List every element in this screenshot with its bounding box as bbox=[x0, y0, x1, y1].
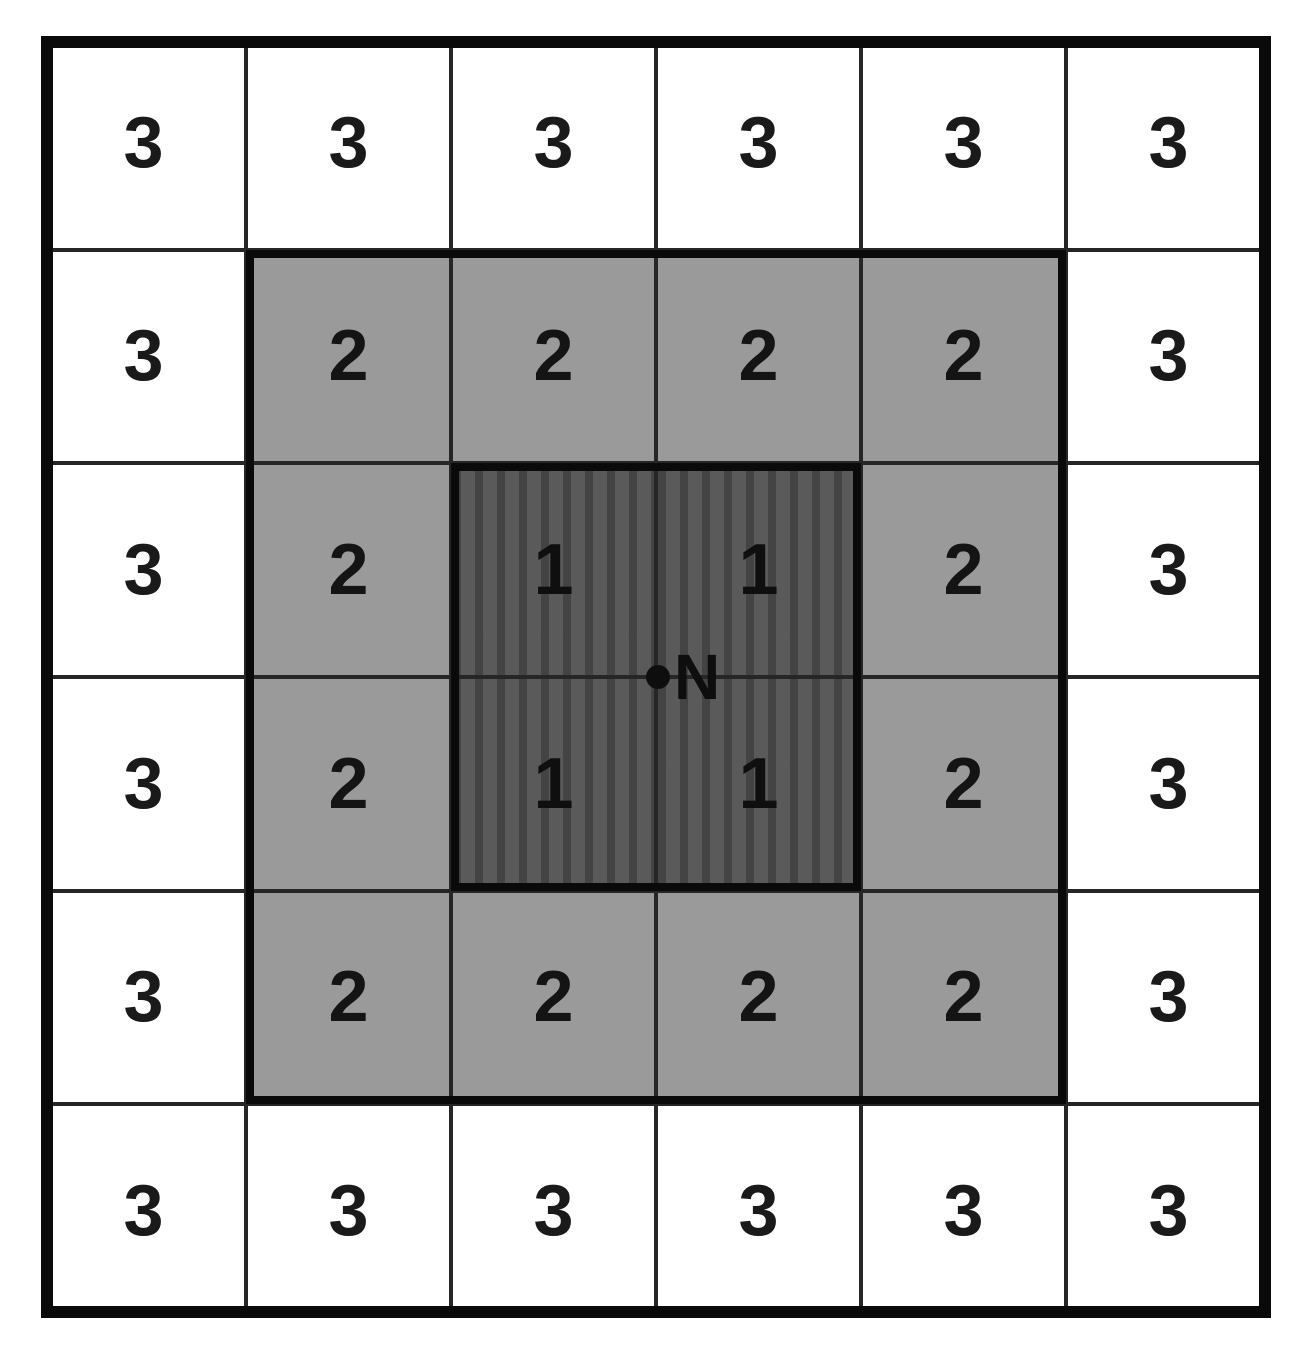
grid-cell: 2 bbox=[656, 891, 861, 1105]
grid-cell: 1 bbox=[451, 677, 656, 891]
grid-cell: 2 bbox=[246, 463, 451, 677]
grid-cell: 2 bbox=[861, 891, 1066, 1105]
grid-cell: 1 bbox=[451, 463, 656, 677]
grid-cell: 2 bbox=[451, 250, 656, 464]
grid-cell: 3 bbox=[41, 463, 246, 677]
grid-cell: 3 bbox=[41, 677, 246, 891]
grid-cell: 3 bbox=[1066, 250, 1271, 464]
grid-cell: 3 bbox=[1066, 891, 1271, 1105]
grid-cell: 3 bbox=[656, 1104, 861, 1318]
grid-cell: 3 bbox=[246, 36, 451, 250]
grid-cell: 3 bbox=[246, 1104, 451, 1318]
grid-cell: 3 bbox=[861, 1104, 1066, 1318]
grid-cell: 3 bbox=[41, 36, 246, 250]
grid-cell: 2 bbox=[246, 891, 451, 1105]
grid-cell: 3 bbox=[41, 250, 246, 464]
grid-cell: 3 bbox=[1066, 1104, 1271, 1318]
grid-cell: 2 bbox=[451, 891, 656, 1105]
grid-cell: 3 bbox=[451, 36, 656, 250]
grid-cell: 3 bbox=[861, 36, 1066, 250]
grid-cell: 1 bbox=[656, 463, 861, 677]
grid-cell: 2 bbox=[246, 250, 451, 464]
grid-cell: 2 bbox=[656, 250, 861, 464]
grid-cell: 3 bbox=[1066, 36, 1271, 250]
grid-cell: 2 bbox=[861, 250, 1066, 464]
grid-cell: 3 bbox=[41, 891, 246, 1105]
grid-cell: 3 bbox=[1066, 677, 1271, 891]
grid-cell: 3 bbox=[1066, 463, 1271, 677]
grid-cell: 3 bbox=[41, 1104, 246, 1318]
grid-cell: 1 bbox=[656, 677, 861, 891]
grid-cell: 2 bbox=[246, 677, 451, 891]
diagram-canvas: 333333322223321123321123322223333333N bbox=[0, 0, 1312, 1353]
ring-grid: 333333322223321123321123322223333333 bbox=[41, 36, 1271, 1318]
grid-cell: 3 bbox=[451, 1104, 656, 1318]
grid-cell: 3 bbox=[656, 36, 861, 250]
grid-cell: 2 bbox=[861, 677, 1066, 891]
grid-cell: 2 bbox=[861, 463, 1066, 677]
